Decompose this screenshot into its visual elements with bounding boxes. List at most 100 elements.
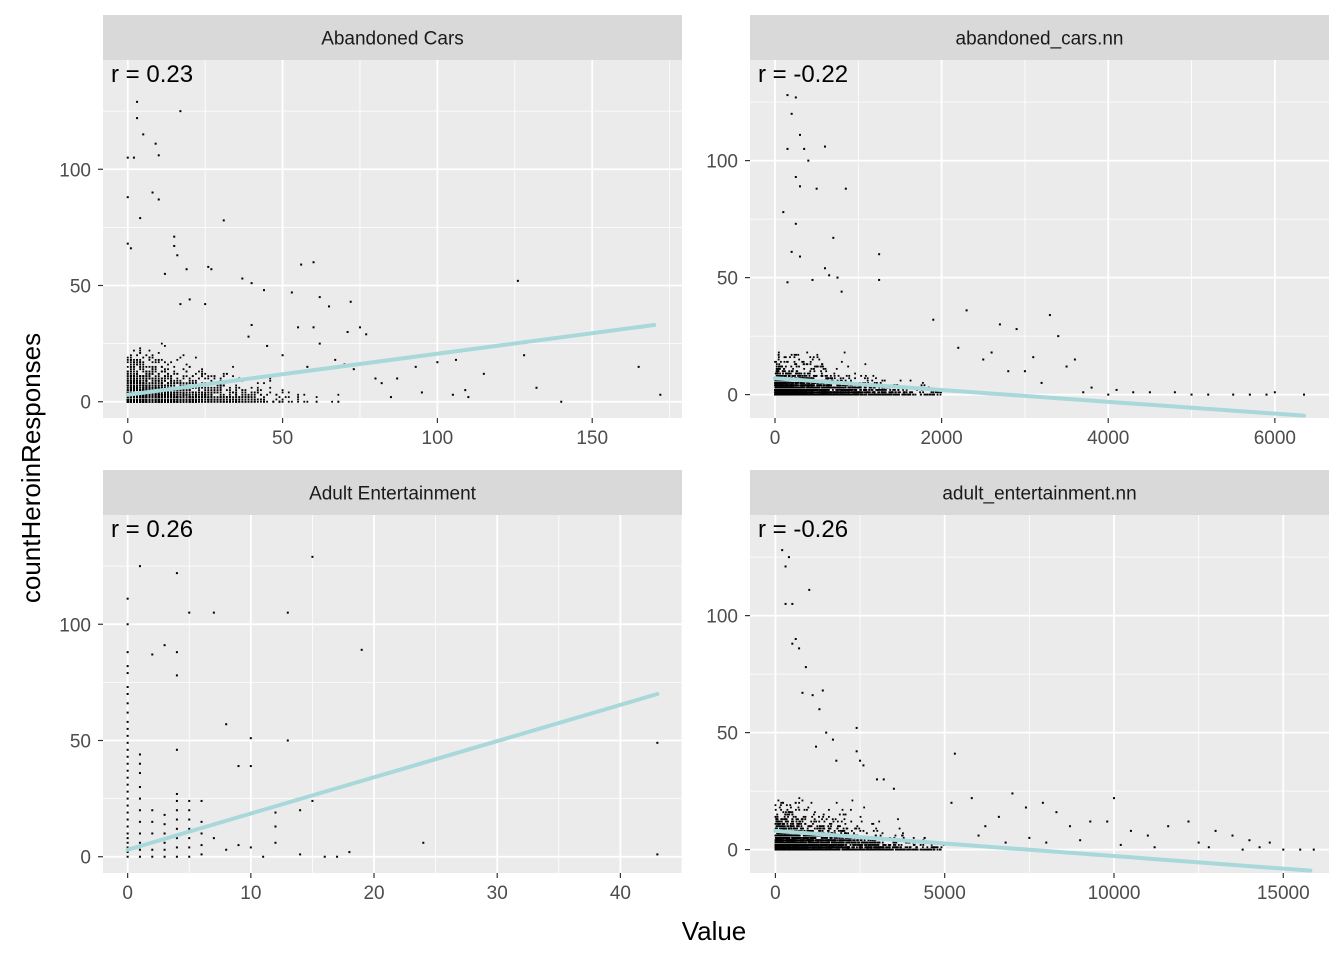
- data-point: [823, 145, 826, 148]
- data-point: [793, 356, 796, 359]
- x-tick-label: 10: [240, 883, 261, 904]
- data-point: [151, 354, 154, 357]
- data-point: [854, 391, 857, 394]
- data-point: [185, 389, 188, 392]
- data-point: [809, 370, 812, 373]
- data-point: [793, 360, 796, 363]
- data-point: [360, 648, 363, 651]
- data-point: [175, 827, 178, 830]
- data-point: [145, 386, 148, 389]
- data-point: [154, 393, 157, 396]
- data-point: [173, 396, 176, 398]
- data-point: [213, 398, 216, 401]
- data-point: [250, 396, 253, 398]
- data-point: [799, 382, 802, 384]
- data-point: [303, 393, 306, 396]
- data-point: [778, 384, 781, 387]
- data-point: [201, 396, 203, 398]
- data-point: [263, 398, 265, 401]
- data-point: [776, 391, 779, 394]
- data-point: [796, 827, 799, 830]
- data-point: [821, 386, 823, 389]
- data-point: [812, 386, 815, 389]
- data-point: [784, 356, 787, 359]
- data-point: [902, 389, 904, 391]
- data-point: [839, 377, 842, 380]
- data-point: [191, 375, 194, 378]
- data-point: [420, 391, 423, 394]
- data-point: [154, 358, 157, 361]
- data-point: [880, 389, 883, 391]
- data-point: [835, 386, 838, 389]
- data-point: [825, 393, 828, 396]
- data-point: [237, 844, 240, 847]
- data-point: [173, 382, 176, 385]
- correlation-annotation: r = 0.23: [111, 61, 193, 88]
- data-point: [173, 391, 176, 394]
- data-point: [151, 809, 154, 812]
- data-point: [790, 389, 793, 391]
- data-point: [924, 393, 927, 396]
- data-point: [200, 820, 203, 823]
- facet-strip-label: abandoned_cars.nn: [956, 29, 1124, 50]
- data-point: [801, 360, 804, 363]
- y-tick-label: 0: [727, 386, 738, 407]
- data-point: [921, 382, 924, 384]
- data-point: [222, 396, 225, 398]
- data-point: [126, 762, 129, 765]
- data-point: [816, 353, 819, 356]
- data-point: [139, 352, 142, 354]
- data-point: [176, 393, 179, 396]
- data-point: [811, 278, 814, 281]
- data-point: [1303, 393, 1306, 396]
- data-point: [850, 829, 853, 832]
- data-point: [188, 611, 191, 614]
- data-point: [188, 837, 191, 840]
- data-point: [336, 855, 339, 858]
- data-point: [129, 396, 132, 398]
- data-point: [126, 365, 129, 368]
- data-point: [126, 196, 129, 199]
- data-point: [897, 848, 900, 851]
- data-point: [829, 386, 832, 389]
- data-point: [836, 393, 839, 396]
- data-point: [832, 236, 835, 239]
- data-point: [238, 398, 241, 401]
- data-point: [179, 356, 182, 359]
- data-point: [198, 396, 200, 398]
- panel-background: [750, 515, 1329, 873]
- data-point: [126, 356, 129, 359]
- data-point: [129, 247, 132, 250]
- data-point: [328, 305, 331, 308]
- data-point: [154, 377, 157, 380]
- data-point: [809, 363, 812, 366]
- data-point: [775, 391, 777, 394]
- data-point: [179, 398, 182, 401]
- data-point: [191, 393, 194, 396]
- data-point: [157, 386, 160, 389]
- data-point: [198, 377, 200, 380]
- data-point: [334, 358, 337, 361]
- data-point: [813, 370, 816, 373]
- data-point: [160, 342, 163, 345]
- data-point: [869, 386, 872, 389]
- data-point: [133, 349, 135, 352]
- data-point: [795, 353, 797, 356]
- data-point: [794, 374, 797, 377]
- data-point: [798, 374, 801, 377]
- data-point: [185, 370, 188, 373]
- data-point: [260, 400, 262, 403]
- data-point: [188, 396, 191, 398]
- data-point: [875, 382, 878, 384]
- data-point: [881, 379, 884, 382]
- data-point: [776, 384, 779, 387]
- data-point: [241, 398, 244, 401]
- data-point: [151, 372, 154, 375]
- data-point: [204, 396, 207, 398]
- data-point: [855, 386, 858, 389]
- data-point: [188, 846, 191, 849]
- data-point: [793, 353, 796, 356]
- data-point: [154, 400, 157, 403]
- data-point: [818, 393, 821, 396]
- data-point: [176, 382, 179, 385]
